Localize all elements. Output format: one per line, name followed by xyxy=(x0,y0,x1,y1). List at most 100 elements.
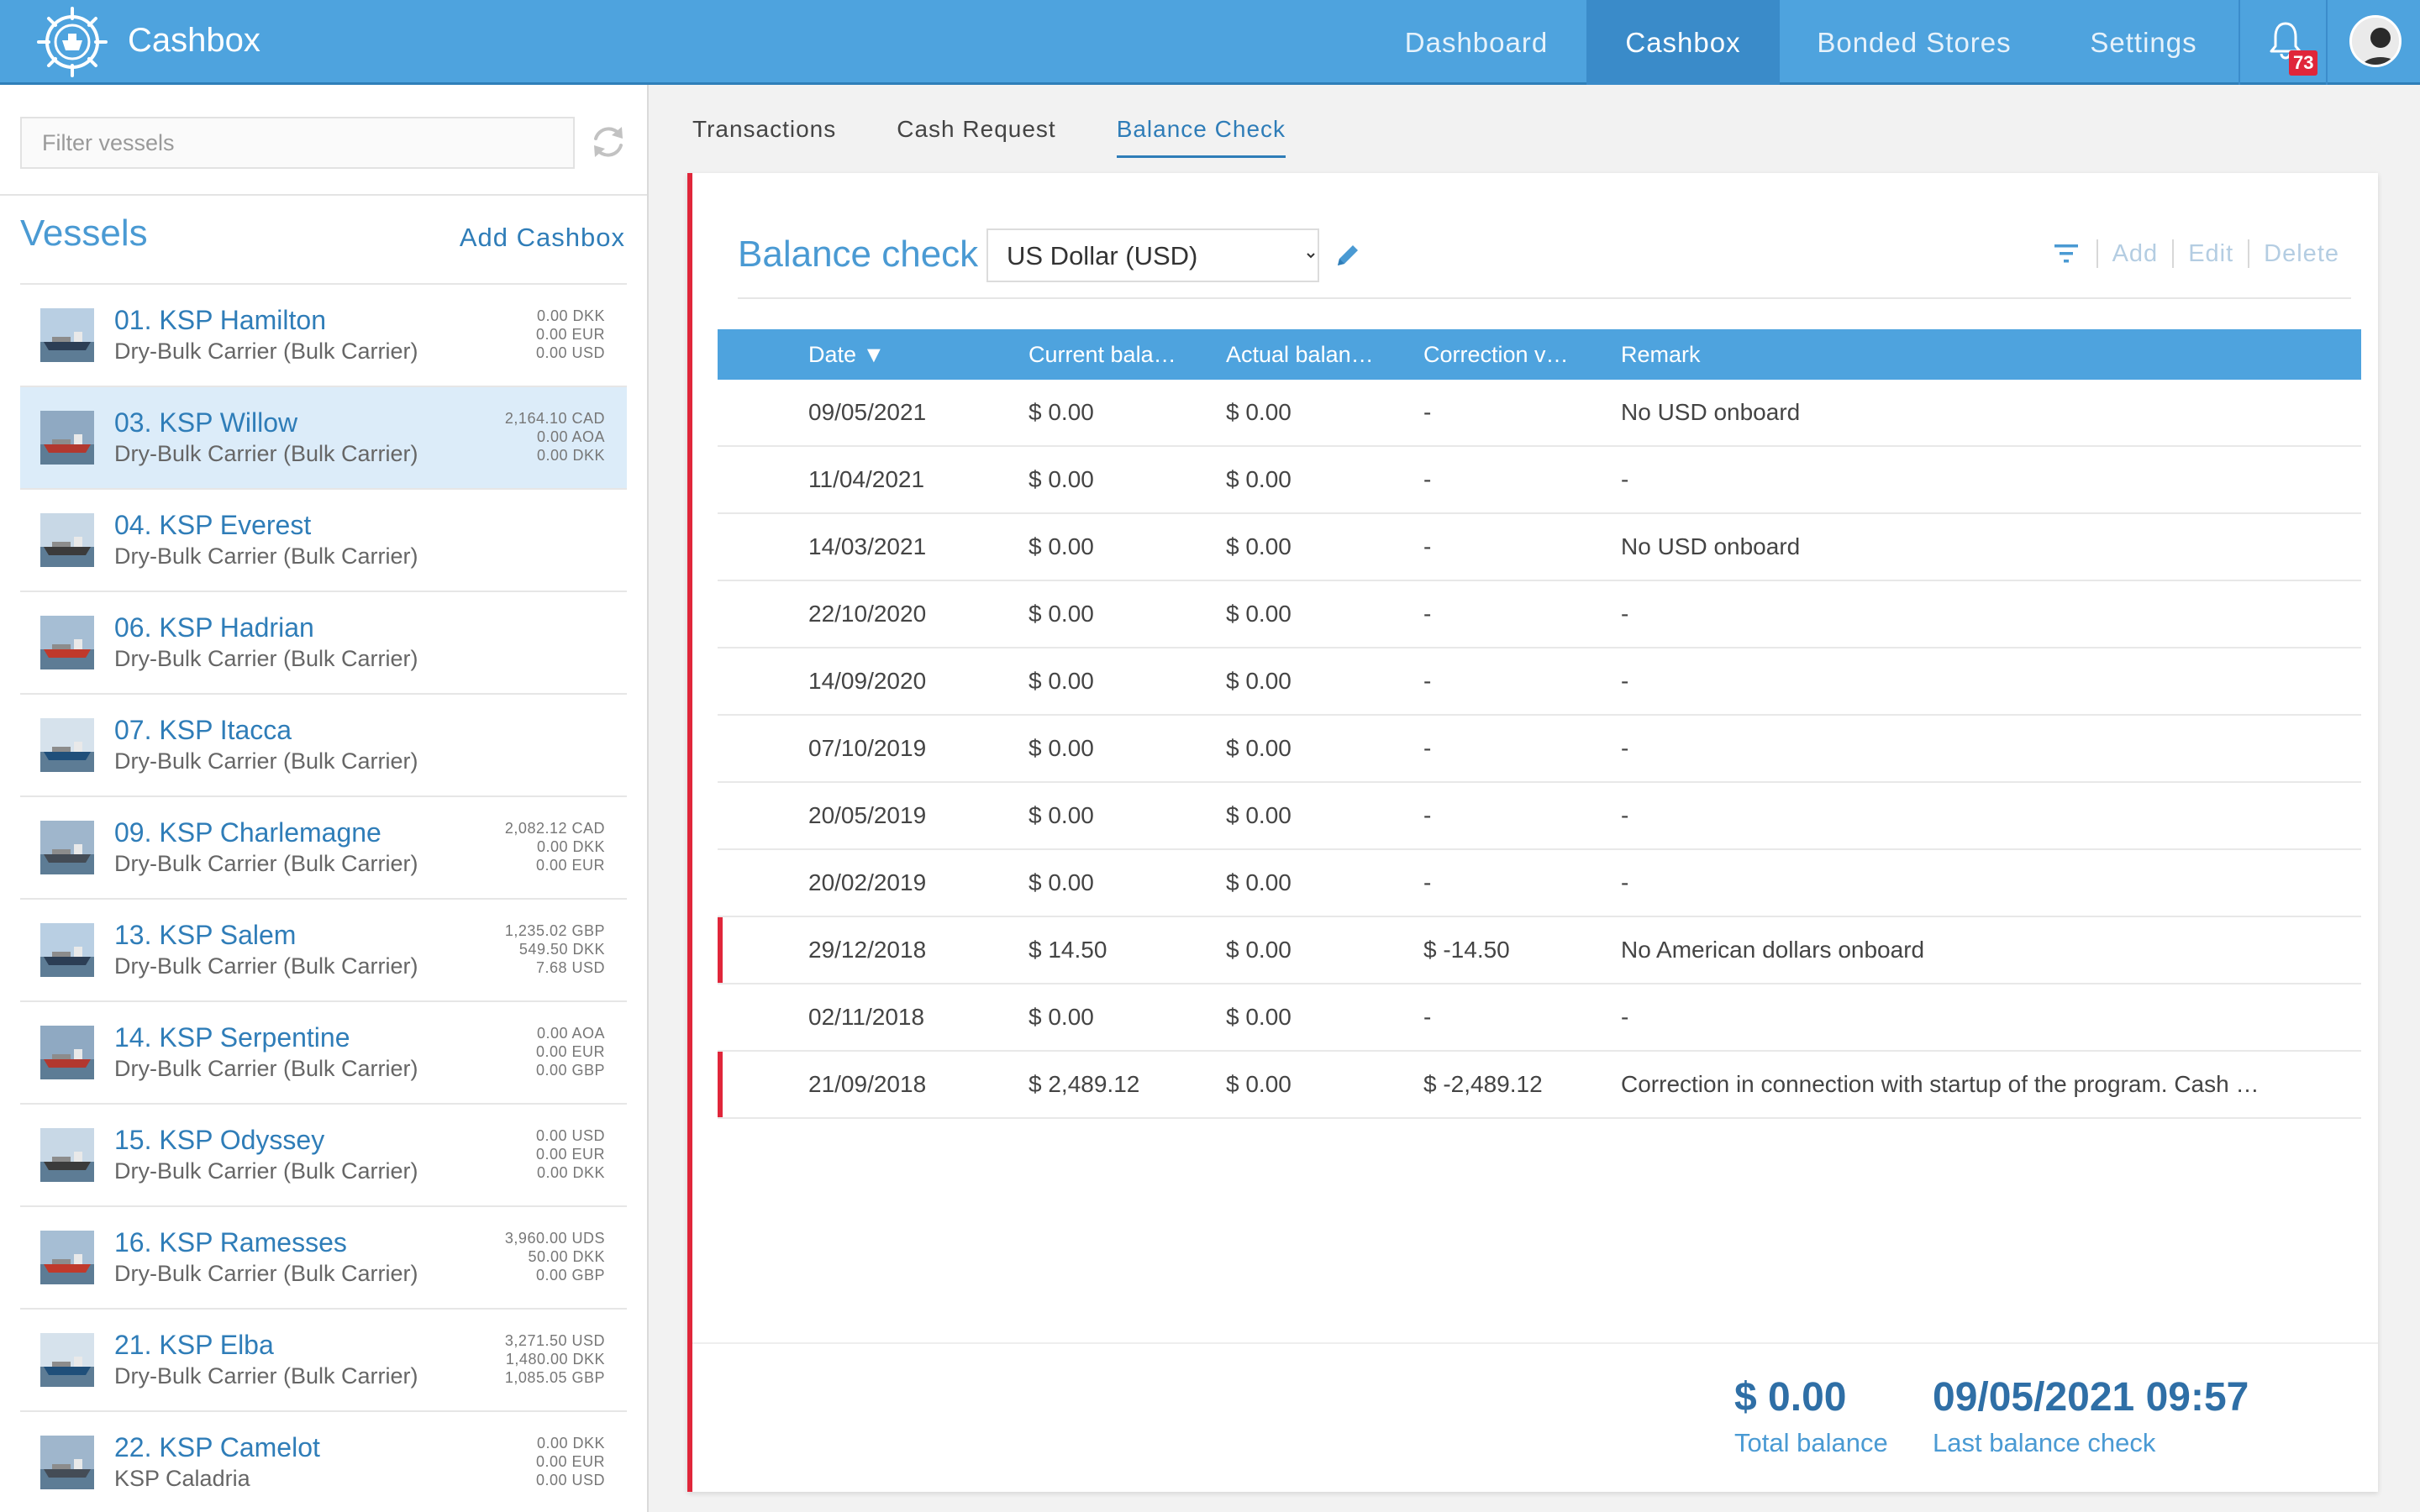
vessel-balance: 549.50 DKK xyxy=(518,941,605,958)
table-row[interactable]: 02/11/2018 $ 0.00 $ 0.00 - - xyxy=(718,984,2361,1052)
column-header-current-balance[interactable]: Current bala… xyxy=(1028,341,1176,367)
actual-balance-cell: $ 0.00 xyxy=(1226,735,1292,761)
remark-cell: - xyxy=(1621,601,1629,627)
vessel-balance: 0.00 EUR xyxy=(535,857,605,874)
vessel-thumbnail xyxy=(40,1436,94,1489)
table-body: 09/05/2021 $ 0.00 $ 0.00 - No USD onboard 11/… xyxy=(718,380,2361,1119)
vessel-thumbnail xyxy=(40,308,94,362)
vessel-item[interactable]: 22. KSP Camelot KSP Caladria 0.00 DKK 0.00 … xyxy=(20,1412,627,1512)
vessel-balance: 0.00 GBP xyxy=(535,1062,605,1079)
date-cell: 20/05/2019 xyxy=(808,802,927,828)
current-balance-cell: $ 0.00 xyxy=(1028,735,1094,761)
vessel-item[interactable]: 21. KSP Elba Dry-Bulk Carrier (Bulk Carri… xyxy=(20,1310,627,1412)
remark-cell: - xyxy=(1621,869,1629,895)
column-header-date[interactable]: Date ▼ xyxy=(808,341,886,367)
date-cell: 11/04/2021 xyxy=(808,466,925,492)
vessel-item[interactable]: 01. KSP Hamilton Dry-Bulk Carrier (Bulk C… xyxy=(20,285,627,387)
filter-icon[interactable] xyxy=(2053,241,2080,266)
actual-balance-cell: $ 0.00 xyxy=(1226,533,1292,559)
current-balance-cell: $ 0.00 xyxy=(1028,601,1094,627)
column-header-remark[interactable]: Remark xyxy=(1621,341,1701,367)
currency-select[interactable]: US Dollar (USD) xyxy=(986,228,1319,282)
table-row[interactable]: 29/12/2018 $ 14.50 $ 0.00 $ -14.50 No Americ… xyxy=(718,917,2361,984)
tab-transactions[interactable]: Transactions xyxy=(692,116,837,142)
date-cell: 14/09/2020 xyxy=(808,668,927,694)
nav-bonded-stores[interactable]: Bonded Stores xyxy=(1817,26,2012,58)
vessel-item[interactable]: 13. KSP Salem Dry-Bulk Carrier (Bulk Carr… xyxy=(20,900,627,1002)
current-balance-cell: $ 0.00 xyxy=(1028,802,1094,828)
add-cashbox-link[interactable]: Add Cashbox xyxy=(459,223,625,252)
ship-wheel-logo-icon[interactable] xyxy=(37,7,108,77)
table-row[interactable]: 14/09/2020 $ 0.00 $ 0.00 - - xyxy=(718,648,2361,716)
actual-balance-cell: $ 0.00 xyxy=(1226,399,1292,425)
pencil-icon[interactable] xyxy=(1333,240,1363,270)
notification-count-badge: 73 xyxy=(2289,50,2318,76)
vessel-item[interactable]: 07. KSP Itacca Dry-Bulk Carrier (Bulk Car… xyxy=(20,695,627,797)
table-row[interactable]: 11/04/2021 $ 0.00 $ 0.00 - - xyxy=(718,447,2361,514)
last-balance-check-value: 09/05/2021 09:57 xyxy=(1933,1375,2249,1420)
nav-cashbox[interactable]: Cashbox xyxy=(1586,0,1780,85)
vessel-type: Dry-Bulk Carrier (Bulk Carrier) xyxy=(114,646,418,671)
nav-dashboard[interactable]: Dashboard xyxy=(1404,26,1549,58)
remark-cell: - xyxy=(1621,668,1629,694)
column-header-actual-balance[interactable]: Actual balan… xyxy=(1226,341,1374,367)
balance-check-panel: Balance check US Dollar (USD) Add Edit D… xyxy=(687,173,2378,1492)
avatar[interactable] xyxy=(2349,15,2402,67)
table-header: Date ▼ Current bala… Actual balan… Corre… xyxy=(718,329,2361,380)
vessel-type: KSP Caladria xyxy=(114,1466,250,1491)
vessel-item[interactable]: 04. KSP Everest Dry-Bulk Carrier (Bulk Ca… xyxy=(20,490,627,592)
table-row[interactable]: 20/02/2019 $ 0.00 $ 0.00 - - xyxy=(718,850,2361,917)
table-row[interactable]: 14/03/2021 $ 0.00 $ 0.00 - No USD onboard xyxy=(718,514,2361,581)
tab-cash-request[interactable]: Cash Request xyxy=(897,116,1056,142)
vessel-name: 09. KSP Charlemagne xyxy=(114,817,381,848)
tab-balance-check[interactable]: Balance Check xyxy=(1116,116,1286,158)
vessel-balance: 0.00 EUR xyxy=(535,1043,605,1060)
date-cell: 07/10/2019 xyxy=(808,735,927,761)
user-menu[interactable] xyxy=(2326,0,2420,85)
vessel-name: 06. KSP Hadrian xyxy=(114,612,314,643)
vessel-thumbnail xyxy=(40,923,94,977)
refresh-icon[interactable] xyxy=(588,122,629,162)
vessel-name: 16. KSP Ramesses xyxy=(114,1227,347,1257)
vessel-balance: 7.68 USD xyxy=(535,959,605,976)
current-balance-cell: $ 14.50 xyxy=(1028,937,1107,963)
vessel-balance: 0.00 DKK xyxy=(536,838,605,855)
vessels-title: Vessels xyxy=(20,213,148,254)
filter-vessels-input[interactable] xyxy=(20,117,575,169)
vessel-item[interactable]: 06. KSP Hadrian Dry-Bulk Carrier (Bulk Ca… xyxy=(20,592,627,695)
date-cell: 21/09/2018 xyxy=(808,1071,927,1097)
footer-divider xyxy=(692,1342,2378,1344)
total-balance-value: $ 0.00 xyxy=(1734,1375,1847,1420)
date-cell: 20/02/2019 xyxy=(808,869,927,895)
toolbar-separator xyxy=(2248,239,2250,268)
vessel-name: 22. KSP Camelot xyxy=(114,1432,320,1462)
vessel-item[interactable]: 15. KSP Odyssey Dry-Bulk Carrier (Bulk Ca… xyxy=(20,1105,627,1207)
column-header-correction-value[interactable]: Correction v… xyxy=(1423,341,1569,367)
add-button[interactable]: Add xyxy=(2112,239,2159,267)
vessel-thumbnail xyxy=(40,1128,94,1182)
vessel-balance: 0.00 GBP xyxy=(535,1267,605,1284)
table-row[interactable]: 07/10/2019 $ 0.00 $ 0.00 - - xyxy=(718,716,2361,783)
vessel-balance: 1,480.00 DKK xyxy=(505,1351,605,1368)
correction-value-cell: $ -2,489.12 xyxy=(1423,1071,1543,1097)
vessel-balance: 2,164.10 CAD xyxy=(504,410,605,427)
table-row[interactable]: 22/10/2020 $ 0.00 $ 0.00 - - xyxy=(718,581,2361,648)
edit-button[interactable]: Edit xyxy=(2188,239,2234,267)
delete-button[interactable]: Delete xyxy=(2264,239,2339,267)
vessel-item[interactable]: 03. KSP Willow Dry-Bulk Carrier (Bulk Car… xyxy=(20,387,627,490)
table-row[interactable]: 09/05/2021 $ 0.00 $ 0.00 - No USD onboard xyxy=(718,380,2361,447)
vessel-list: 01. KSP Hamilton Dry-Bulk Carrier (Bulk C… xyxy=(20,283,627,1512)
nav-settings[interactable]: Settings xyxy=(2090,26,2197,58)
vessel-item[interactable]: 09. KSP Charlemagne Dry-Bulk Carrier (Bul… xyxy=(20,797,627,900)
vessel-type: Dry-Bulk Carrier (Bulk Carrier) xyxy=(114,953,418,979)
table-row[interactable]: 20/05/2019 $ 0.00 $ 0.00 - - xyxy=(718,783,2361,850)
vessel-balance: 0.00 AOA xyxy=(536,1025,605,1042)
notifications-button[interactable]: 73 xyxy=(2238,0,2326,85)
table-row[interactable]: 21/09/2018 $ 2,489.12 $ 0.00 $ -2,489.12 Cor… xyxy=(718,1052,2361,1119)
date-cell: 29/12/2018 xyxy=(808,937,927,963)
vessel-balance: 3,271.50 USD xyxy=(504,1332,605,1349)
vessel-balance: 0.00 DKK xyxy=(536,1435,605,1452)
vessel-item[interactable]: 16. KSP Ramesses Dry-Bulk Carrier (Bulk C… xyxy=(20,1207,627,1310)
toolbar-separator xyxy=(2172,239,2175,268)
vessel-item[interactable]: 14. KSP Serpentine Dry-Bulk Carrier (Bulk… xyxy=(20,1002,627,1105)
